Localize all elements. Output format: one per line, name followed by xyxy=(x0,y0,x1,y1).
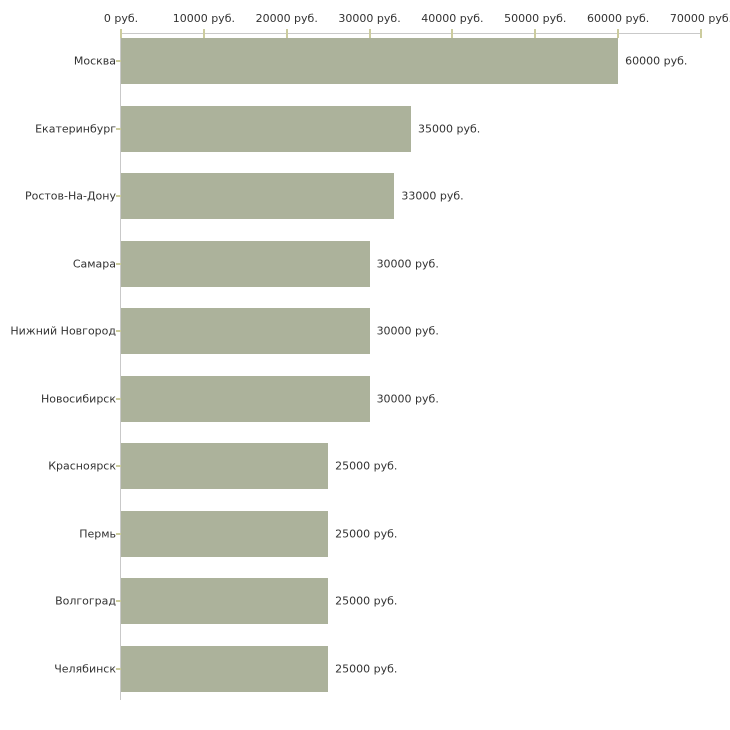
bar xyxy=(121,38,619,84)
category-tick-mark xyxy=(116,600,121,602)
category-label: Волгоград xyxy=(55,594,116,608)
value-label: 60000 руб. xyxy=(625,54,688,68)
category-label: Москва xyxy=(73,54,116,68)
value-label: 25000 руб. xyxy=(335,662,398,675)
x-tick-mark xyxy=(534,29,537,38)
category-label: Ростов-На-Дону xyxy=(24,189,116,203)
bar xyxy=(121,173,395,219)
category-label: Самара xyxy=(72,257,116,270)
category-label: Красноярск xyxy=(48,459,116,473)
bar xyxy=(121,375,370,422)
x-tick-mark xyxy=(368,29,371,38)
category-label: Челябинск xyxy=(54,662,116,675)
bar xyxy=(121,240,370,287)
value-label: 35000 руб. xyxy=(418,122,481,135)
x-tick-mark xyxy=(120,29,122,38)
category-label: Нижний Новгород xyxy=(10,324,116,338)
bar xyxy=(121,578,329,624)
x-tick-label: 60000 руб. xyxy=(587,12,650,25)
x-tick-label: 30000 руб. xyxy=(338,12,401,25)
value-label: 25000 руб. xyxy=(335,459,398,473)
value-label: 30000 руб. xyxy=(376,257,439,270)
category-label: Екатеринбург xyxy=(35,122,116,135)
x-tick-label: 50000 руб. xyxy=(504,12,567,25)
x-tick-mark xyxy=(451,29,454,38)
bar xyxy=(121,308,370,354)
x-tick-mark xyxy=(285,29,288,38)
x-tick-label: 70000 руб. xyxy=(669,12,730,25)
category-label: Новосибирск xyxy=(40,392,116,405)
bar xyxy=(121,645,329,692)
x-tick-mark xyxy=(700,29,702,38)
value-label: 30000 руб. xyxy=(376,392,439,405)
y-axis-line xyxy=(120,33,121,700)
category-tick-mark xyxy=(116,195,121,197)
category-tick-mark xyxy=(116,330,121,332)
value-label: 25000 руб. xyxy=(335,527,398,540)
bar xyxy=(121,510,329,557)
value-label: 25000 руб. xyxy=(335,594,398,608)
x-tick-label: 10000 руб. xyxy=(172,12,235,25)
value-label: 30000 руб. xyxy=(376,324,439,338)
category-tick-mark xyxy=(116,667,121,670)
category-tick-mark xyxy=(116,397,121,400)
category-tick-mark xyxy=(116,127,121,130)
bar xyxy=(121,443,329,489)
x-tick-label: 40000 руб. xyxy=(421,12,484,25)
category-tick-mark xyxy=(116,262,121,265)
x-tick-mark xyxy=(617,29,620,38)
value-label: 33000 руб. xyxy=(401,189,464,203)
x-tick-mark xyxy=(202,29,205,38)
x-tick-label: 0 руб. xyxy=(103,12,139,25)
bar xyxy=(121,105,411,152)
category-tick-mark xyxy=(116,60,121,62)
category-tick-mark xyxy=(116,532,121,535)
x-axis-line xyxy=(121,33,702,34)
category-label: Пермь xyxy=(79,527,116,540)
x-tick-label: 20000 руб. xyxy=(255,12,318,25)
category-tick-mark xyxy=(116,465,121,467)
